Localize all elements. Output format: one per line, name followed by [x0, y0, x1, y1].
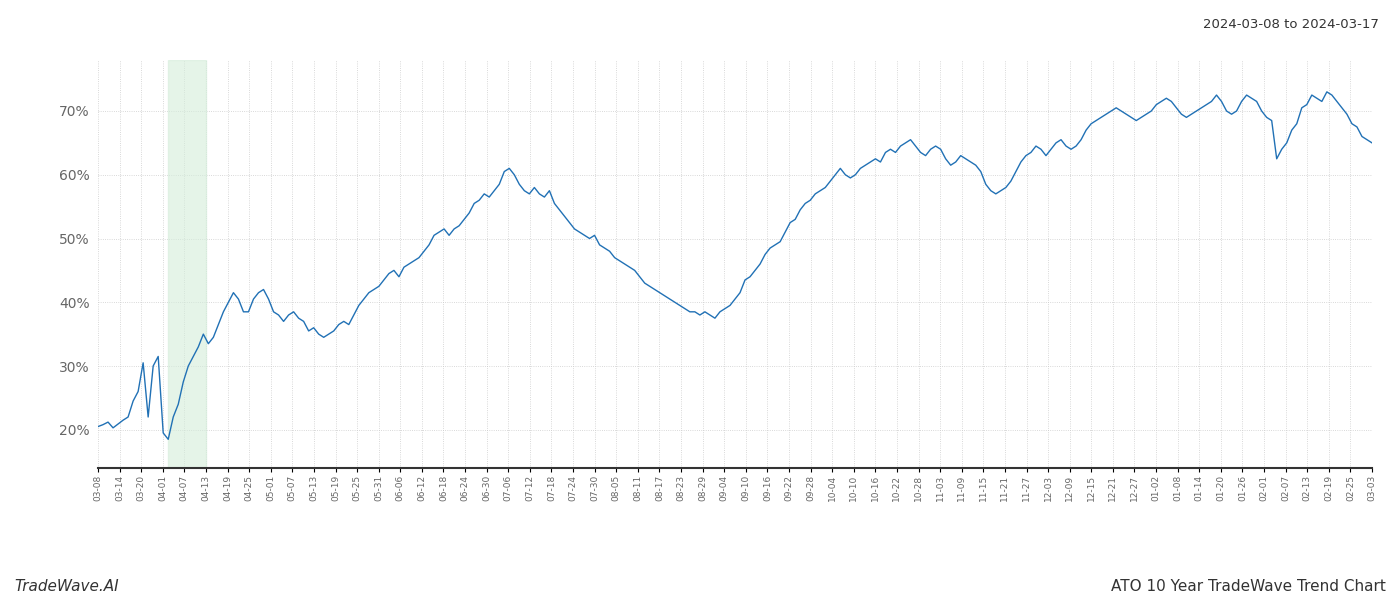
Text: ATO 10 Year TradeWave Trend Chart: ATO 10 Year TradeWave Trend Chart [1112, 579, 1386, 594]
Text: TradeWave.AI: TradeWave.AI [14, 579, 119, 594]
Bar [168, 60, 206, 468]
Text: 2024-03-08 to 2024-03-17: 2024-03-08 to 2024-03-17 [1203, 18, 1379, 31]
